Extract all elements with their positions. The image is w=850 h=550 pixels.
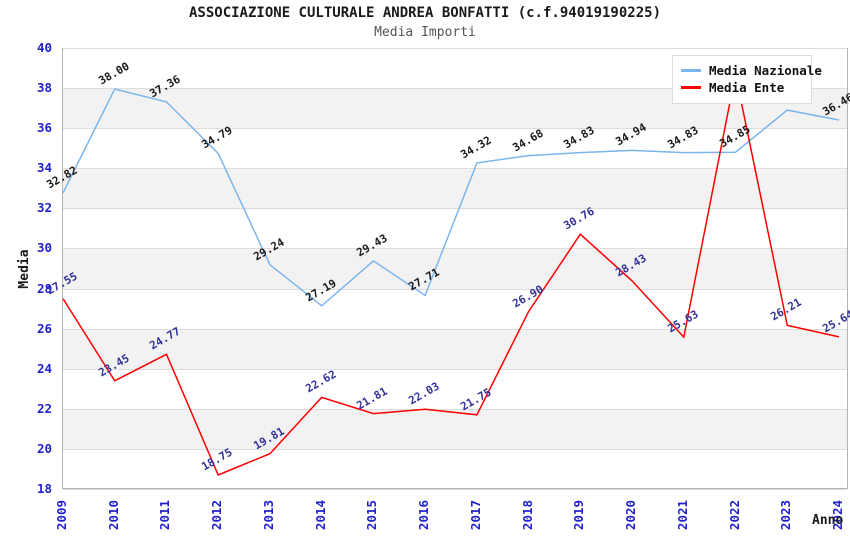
series-lines xyxy=(63,73,840,476)
gridline xyxy=(63,128,847,130)
y-tick-label: 22 xyxy=(36,400,52,416)
x-tick-label: 2018 xyxy=(519,499,535,531)
gridline xyxy=(63,448,847,450)
x-tick-label: 2011 xyxy=(157,499,173,531)
legend-swatch-media-ente xyxy=(681,86,701,89)
y-tick-label: 18 xyxy=(36,481,52,496)
y-tick-label: 38 xyxy=(36,80,52,96)
y-tick-label: 28 xyxy=(36,280,52,296)
y-tick-label: 40 xyxy=(36,40,52,55)
x-tick-label: 2013 xyxy=(260,499,276,531)
legend: Media Nazionale Media Ente xyxy=(672,55,822,104)
x-tick-label: 2014 xyxy=(312,499,328,531)
legend-swatch-media-nazionale xyxy=(681,69,701,72)
x-tick-label: 2023 xyxy=(778,499,794,531)
y-tick-label: 20 xyxy=(36,440,52,456)
gridline xyxy=(63,248,847,250)
chart-title: ASSOCIAZIONE CULTURALE ANDREA BONFATTI (… xyxy=(188,5,661,21)
y-tick-label: 26 xyxy=(36,320,52,336)
y-tick-label: 24 xyxy=(36,360,52,376)
gridline xyxy=(63,328,847,330)
gridline xyxy=(63,168,847,170)
plot-area xyxy=(62,48,848,490)
series-line-media-nazionale xyxy=(63,88,840,307)
x-tick-label: 2016 xyxy=(416,499,432,531)
y-axis-title: Media xyxy=(17,249,32,289)
gridline xyxy=(63,208,847,210)
gridline xyxy=(63,368,847,370)
y-tick-label: 32 xyxy=(36,200,52,216)
chart-subtitle: Media Importi xyxy=(374,25,476,40)
legend-item-media-ente: Media Ente xyxy=(681,79,803,96)
x-tick-label: 2020 xyxy=(623,499,639,531)
gridline xyxy=(63,48,847,49)
gridline xyxy=(63,489,847,490)
x-tick-label: 2021 xyxy=(674,499,690,531)
gridline xyxy=(63,88,847,90)
y-tick-label: 36 xyxy=(36,120,52,136)
series-line-media-ente xyxy=(63,73,840,476)
y-tick-label: 30 xyxy=(36,240,52,256)
x-axis-title: Anno xyxy=(812,513,844,528)
gridline xyxy=(63,408,847,410)
x-tick-label: 2022 xyxy=(726,499,742,531)
x-tick-label: 2017 xyxy=(467,499,483,531)
x-tick-label: 2010 xyxy=(105,499,121,531)
legend-label: Media Nazionale xyxy=(709,63,822,78)
gridline xyxy=(63,288,847,290)
x-tick-label: 2009 xyxy=(54,499,69,531)
legend-item-media-nazionale: Media Nazionale xyxy=(681,62,822,79)
y-tick-label: 34 xyxy=(36,160,52,176)
x-tick-label: 2012 xyxy=(209,499,225,531)
x-tick-label: 2015 xyxy=(364,499,380,531)
legend-label: Media Ente xyxy=(709,80,785,95)
x-tick-label: 2019 xyxy=(571,499,587,531)
